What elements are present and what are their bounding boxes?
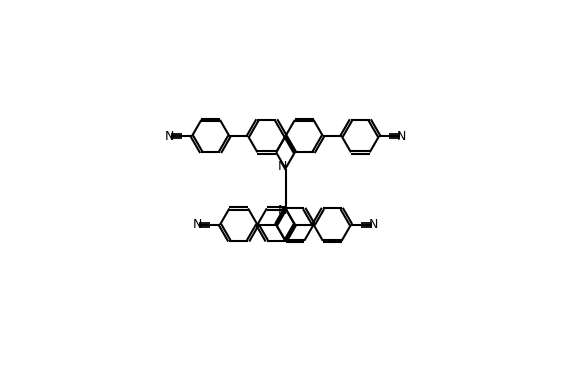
Text: N: N xyxy=(278,204,287,217)
Text: N: N xyxy=(369,218,379,231)
Text: N: N xyxy=(164,130,174,143)
Text: N: N xyxy=(278,160,287,173)
Text: N: N xyxy=(397,130,407,143)
Text: N: N xyxy=(192,218,202,231)
